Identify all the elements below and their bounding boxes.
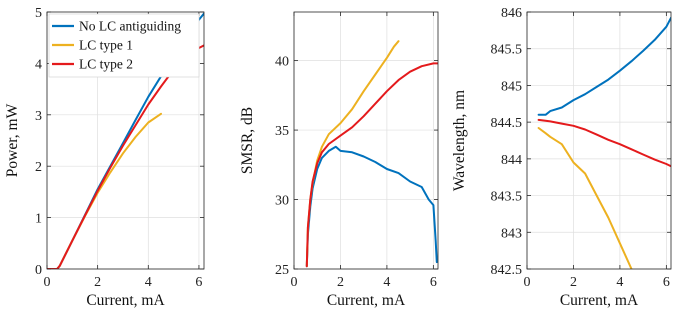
- wavelength-panel: 0 2 4 6 842.5 843 843.5 844 844.5 845 845.5 846 Curr…: [451, 6, 672, 309]
- power-y-tick-label: 5: [35, 6, 42, 21]
- power-y-axis-title: Power, mW: [4, 103, 21, 177]
- smsr-x-tick-label: 6: [430, 275, 437, 290]
- power-y-tick-label: 4: [35, 57, 42, 72]
- smsr-panel: 0 2 4 6 25 30 35 40 Current, mA SMSR, dB: [239, 11, 439, 309]
- wavelength-y-tick-label: 845.5: [491, 43, 523, 58]
- wavelength-x-axis-title: Current, mA: [560, 292, 639, 309]
- wavelength-y-tick-label: 846: [501, 6, 522, 21]
- power-x-tick-label: 4: [145, 275, 152, 290]
- wavelength-y-tick-label: 845: [501, 79, 522, 94]
- power-x-tick-label: 6: [195, 275, 202, 290]
- wavelength-y-tick-label: 844: [501, 153, 522, 168]
- smsr-series-line-1: [305, 145, 438, 268]
- smsr-axes-frame: [293, 11, 439, 270]
- smsr-y-tick-label: 35: [275, 124, 289, 139]
- legend-label-2: LC type 1: [79, 38, 133, 53]
- smsr-y-tick-label: 25: [275, 263, 289, 278]
- wavelength-y-tick-label: 843.5: [491, 190, 523, 205]
- wavelength-x-tick-label: 0: [524, 275, 531, 290]
- wavelength-axes-frame: [526, 11, 672, 270]
- power-legend: No LC antiguiding LC type 1 LC type 2: [48, 13, 200, 78]
- power-axes-frame: [46, 11, 205, 270]
- wavelength-x-tick-label: 2: [570, 275, 577, 290]
- wavelength-series-line-3: [537, 118, 671, 168]
- power-y-tick-label: 0: [35, 263, 42, 278]
- smsr-x-tick-label: 4: [383, 275, 390, 290]
- power-y-tick-label: 3: [35, 109, 42, 124]
- smsr-x-axis-title: Current, mA: [327, 292, 406, 309]
- power-x-tick-label: 0: [44, 275, 51, 290]
- wavelength-x-tick-label: 4: [616, 275, 623, 290]
- smsr-y-tick-label: 30: [275, 194, 289, 209]
- power-x-tick-label: 2: [94, 275, 101, 290]
- smsr-x-tick-label: 0: [291, 275, 298, 290]
- wavelength-y-tick-label: 844.5: [491, 116, 523, 131]
- power-series-line-3: [47, 44, 204, 269]
- wavelength-y-tick-label: 843: [501, 226, 522, 241]
- power-series-line-2: [47, 112, 162, 269]
- power-panel: 0 2 4 6 0 1 2 3 4 5 Current, mA Power, mW No LC anti…: [4, 6, 205, 309]
- wavelength-y-tick-label: 842.5: [491, 263, 523, 278]
- legend-label-1: No LC antiguiding: [79, 19, 181, 34]
- wavelength-series-line-2: [537, 127, 633, 269]
- wavelength-x-tick-label: 6: [663, 275, 670, 290]
- wavelength-series-line-1: [537, 16, 671, 116]
- wavelength-y-axis-title: Wavelength, nm: [451, 90, 468, 191]
- smsr-x-tick-label: 2: [337, 275, 344, 290]
- power-x-axis-title: Current, mA: [86, 292, 165, 309]
- legend-label-3: LC type 2: [79, 57, 133, 72]
- smsr-y-tick-label: 40: [275, 55, 289, 70]
- smsr-y-axis-title: SMSR, dB: [239, 107, 256, 174]
- power-y-tick-label: 2: [35, 160, 42, 175]
- power-y-tick-label: 1: [35, 212, 42, 227]
- smsr-series-line-3: [305, 62, 438, 268]
